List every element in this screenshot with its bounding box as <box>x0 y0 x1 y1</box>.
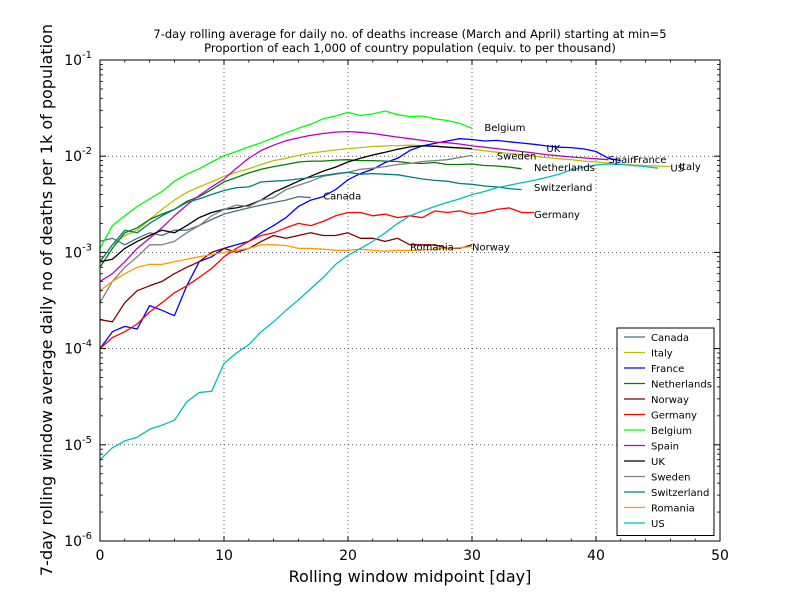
x-tick-label: 20 <box>339 548 357 564</box>
x-tick-label: 10 <box>215 548 233 564</box>
series-annotation-uk: UK <box>546 144 560 155</box>
x-axis-label: Rolling window midpoint [day] <box>289 567 532 586</box>
legend: Canada Italy France Netherlands Norway German… <box>616 327 715 536</box>
x-tick-label: 30 <box>463 548 481 564</box>
legend-entry-spain: Spain <box>651 442 679 453</box>
series-line-uk <box>99 145 473 263</box>
series-line-sweden <box>99 154 473 304</box>
series-annotation-netherlands: Netherlands <box>534 163 595 174</box>
series-lines <box>99 110 671 461</box>
chart-subtitle: Proportion of each 1,000 of country popu… <box>204 41 616 55</box>
series-line-us <box>99 163 659 461</box>
y-tick-label: 10-4 <box>64 339 92 358</box>
series-annotations: Canada Italy France Netherlands Norway German… <box>323 123 701 253</box>
x-tick-label: 0 <box>96 548 105 564</box>
series-annotation-norway: Norway <box>472 243 510 254</box>
legend-entry-germany: Germany <box>651 411 697 422</box>
y-axis-label: 7-day rolling window average daily no of… <box>37 24 56 576</box>
legend-entry-norway: Norway <box>651 395 689 406</box>
legend-entry-romania: Romania <box>651 504 695 515</box>
legend-entry-netherlands: Netherlands <box>651 380 712 391</box>
y-tick-label: 10-5 <box>64 435 92 454</box>
legend-entry-sweden: Sweden <box>651 473 691 484</box>
legend-entry-italy: Italy <box>651 349 673 360</box>
series-annotation-belgium: Belgium <box>484 123 525 134</box>
legend-entry-france: France <box>651 364 684 375</box>
legend-entry-switzerland: Switzerland <box>651 488 709 499</box>
y-tick-label: 10-3 <box>64 242 92 261</box>
series-line-belgium <box>99 110 473 249</box>
series-line-spain <box>99 130 609 282</box>
y-tick-label: 10-2 <box>64 146 92 165</box>
legend-entry-belgium: Belgium <box>651 426 692 437</box>
series-line-canada <box>99 195 311 246</box>
x-tick-label: 40 <box>587 548 605 564</box>
series-line-norway <box>99 232 473 323</box>
axis-ticks: 0 10 20 30 40 50 10-6 10-5 10-4 10-3 10-2 10-1 <box>64 50 729 564</box>
series-line-romania <box>99 244 473 292</box>
series-line-switzerland <box>99 171 522 263</box>
legend-box <box>616 327 715 536</box>
y-tick-label: 10-6 <box>64 531 92 550</box>
series-annotation-sweden: Sweden <box>497 151 537 162</box>
legend-entry-us: US <box>651 519 665 530</box>
series-annotation-france: France <box>633 155 666 166</box>
series-annotation-switzerland: Switzerland <box>534 183 592 194</box>
series-annotation-germany: Germany <box>534 210 580 221</box>
plot-frame <box>99 59 721 542</box>
legend-entry-uk: UK <box>651 457 665 468</box>
series-annotation-romania: Romania <box>410 243 454 254</box>
series-annotation-us: US <box>670 164 684 175</box>
legend-entry-canada: Canada <box>651 333 689 344</box>
series-annotation-italy: Italy <box>679 162 701 173</box>
series-annotation-canada: Canada <box>323 192 361 203</box>
series-line-italy <box>99 144 671 263</box>
series-line-germany <box>99 207 534 350</box>
y-tick-label: 10-1 <box>64 50 92 69</box>
x-tick-label: 50 <box>711 548 729 564</box>
series-annotation-spain: Spain <box>608 155 636 166</box>
chart-title: 7-day rolling average for daily no. of d… <box>153 27 666 41</box>
